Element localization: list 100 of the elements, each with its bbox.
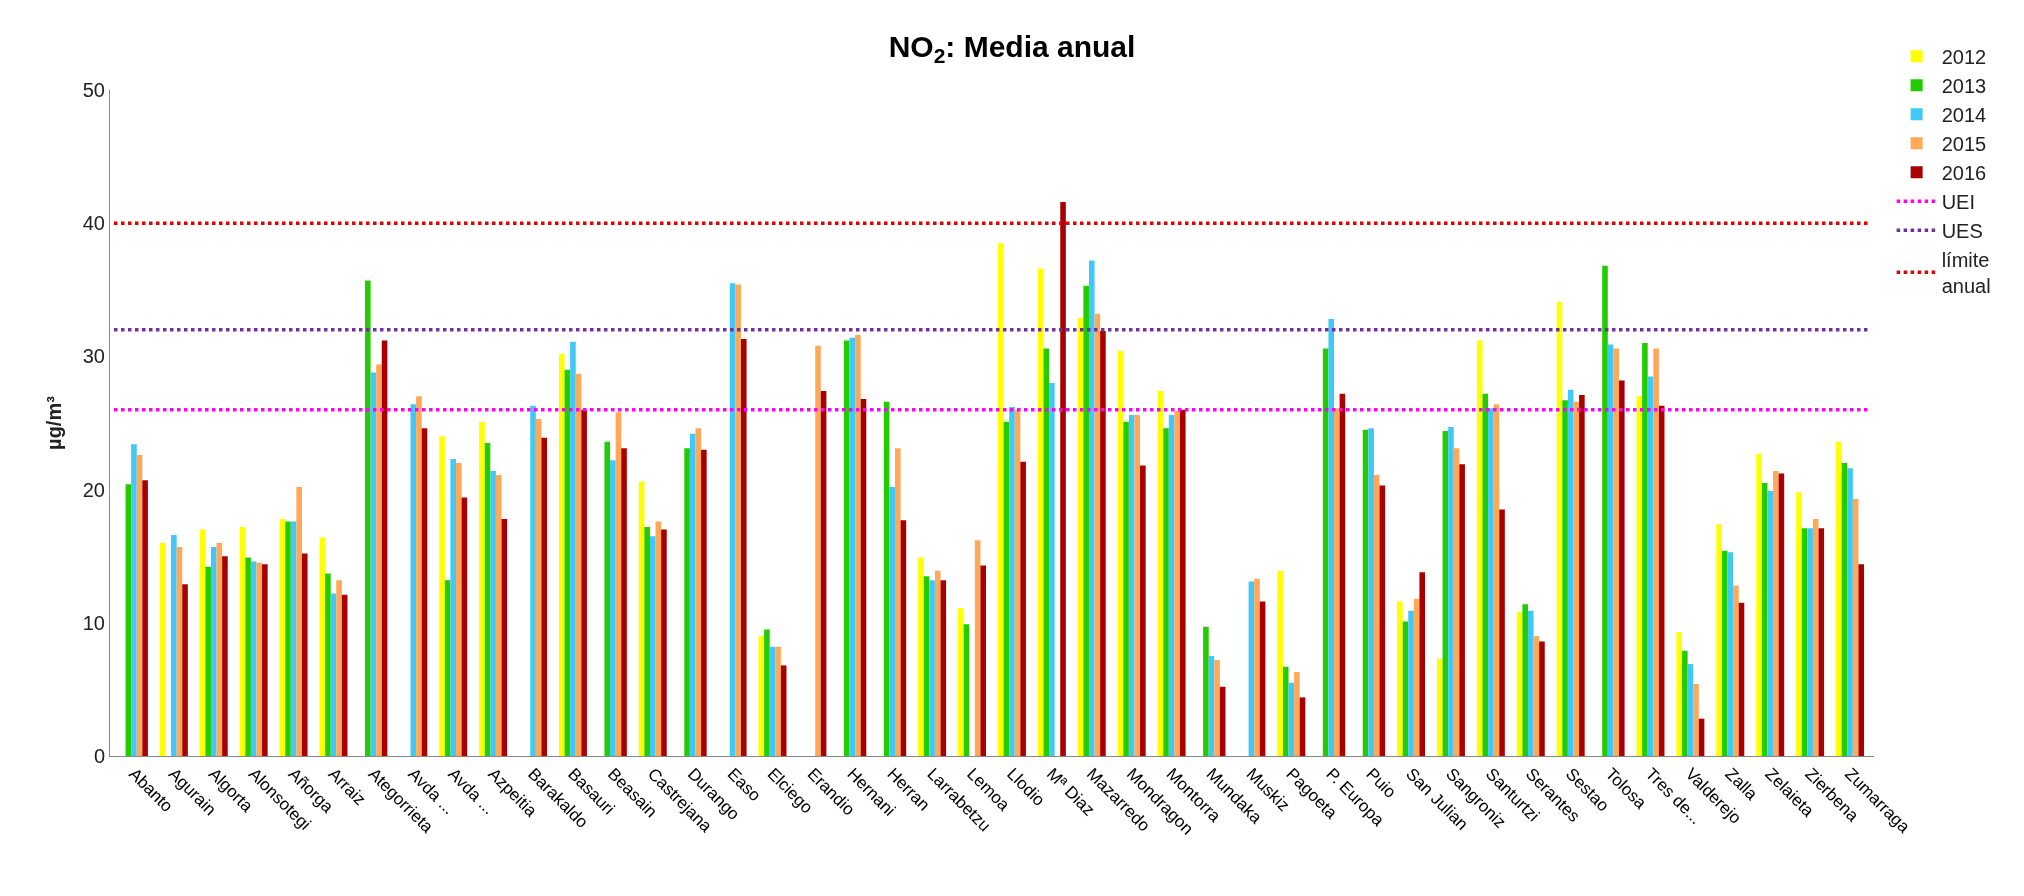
bar bbox=[1847, 468, 1853, 756]
bar bbox=[940, 580, 947, 756]
bar bbox=[1402, 621, 1409, 756]
bar bbox=[495, 474, 502, 756]
bar bbox=[1408, 610, 1414, 756]
y-tick-label: 50 bbox=[82, 79, 105, 101]
bar bbox=[125, 484, 132, 756]
bar bbox=[1203, 626, 1209, 756]
bar bbox=[684, 448, 690, 756]
bar bbox=[444, 580, 451, 756]
bar bbox=[1836, 441, 1842, 756]
y-tick-label: 40 bbox=[82, 212, 105, 235]
bar bbox=[1368, 428, 1374, 756]
bar bbox=[296, 486, 302, 756]
legend-label: UEI bbox=[1941, 191, 1975, 214]
bar bbox=[530, 405, 536, 756]
bar bbox=[285, 521, 291, 756]
bar bbox=[1727, 552, 1734, 756]
bar bbox=[649, 536, 656, 756]
bar bbox=[695, 428, 702, 756]
legend-label: 2012 bbox=[1941, 46, 1987, 69]
bar bbox=[980, 565, 987, 756]
bar bbox=[929, 580, 935, 756]
bar bbox=[1214, 660, 1220, 756]
bar bbox=[775, 646, 781, 756]
bar bbox=[958, 608, 964, 756]
bar bbox=[934, 570, 941, 756]
bar bbox=[1499, 509, 1505, 756]
bar bbox=[843, 340, 850, 756]
bar bbox=[171, 534, 177, 756]
bar bbox=[1812, 518, 1819, 756]
bar bbox=[735, 284, 741, 756]
bar bbox=[159, 542, 166, 756]
bar bbox=[479, 421, 485, 756]
bar bbox=[279, 518, 286, 756]
bar bbox=[1721, 550, 1728, 756]
bar bbox=[764, 629, 770, 756]
bar bbox=[439, 436, 445, 756]
bar bbox=[325, 573, 331, 756]
bar bbox=[1527, 610, 1534, 756]
bar bbox=[1282, 666, 1289, 756]
bar bbox=[1682, 650, 1688, 756]
bar bbox=[661, 529, 667, 756]
bar bbox=[1174, 411, 1180, 756]
bar bbox=[210, 546, 217, 756]
bar bbox=[541, 437, 548, 756]
bar bbox=[815, 345, 821, 756]
bar bbox=[1733, 585, 1739, 756]
bar bbox=[1533, 636, 1540, 756]
bar bbox=[1618, 380, 1625, 756]
bar bbox=[131, 444, 137, 756]
bar bbox=[1083, 285, 1089, 756]
bar bbox=[1294, 672, 1300, 756]
bar bbox=[1123, 421, 1129, 756]
bar bbox=[1009, 407, 1015, 756]
bar bbox=[923, 576, 930, 756]
bar bbox=[615, 412, 622, 756]
bar bbox=[1448, 427, 1454, 756]
y-tick-label: 20 bbox=[82, 478, 105, 501]
bar bbox=[365, 280, 371, 756]
bar bbox=[1642, 343, 1648, 756]
bar bbox=[1328, 319, 1335, 756]
bar bbox=[701, 449, 707, 756]
bar bbox=[256, 562, 263, 756]
bar bbox=[855, 335, 861, 756]
bar bbox=[1488, 408, 1494, 756]
bar bbox=[1277, 570, 1283, 756]
bar bbox=[1756, 453, 1762, 756]
bar bbox=[1613, 348, 1619, 756]
bar bbox=[1602, 265, 1608, 756]
bar bbox=[1801, 528, 1808, 756]
legend-label: 2013 bbox=[1941, 75, 1987, 98]
bar bbox=[336, 580, 342, 756]
bar bbox=[570, 341, 576, 756]
bar bbox=[610, 460, 616, 756]
bar bbox=[1088, 260, 1095, 756]
bar bbox=[1459, 464, 1465, 756]
bar bbox=[997, 243, 1004, 756]
bar bbox=[1693, 684, 1699, 756]
bar bbox=[1716, 524, 1722, 756]
bar bbox=[900, 520, 907, 756]
y-tick-label: 10 bbox=[82, 611, 105, 634]
y-tick-label: 0 bbox=[93, 745, 105, 767]
bar bbox=[1562, 400, 1568, 756]
bar bbox=[239, 526, 246, 756]
bar bbox=[581, 409, 587, 756]
legend-label: UES bbox=[1941, 220, 1983, 243]
bar bbox=[1807, 528, 1813, 756]
bar bbox=[205, 566, 211, 756]
bar bbox=[1539, 641, 1545, 756]
legend-label: límite anual bbox=[1941, 249, 1991, 298]
bar bbox=[301, 553, 308, 756]
bar bbox=[1773, 470, 1779, 756]
bar bbox=[456, 462, 462, 756]
bar bbox=[421, 428, 428, 756]
bar bbox=[780, 665, 787, 756]
bar bbox=[1522, 604, 1528, 756]
bar bbox=[1676, 632, 1683, 756]
bar bbox=[376, 364, 382, 756]
bar bbox=[1767, 490, 1774, 756]
